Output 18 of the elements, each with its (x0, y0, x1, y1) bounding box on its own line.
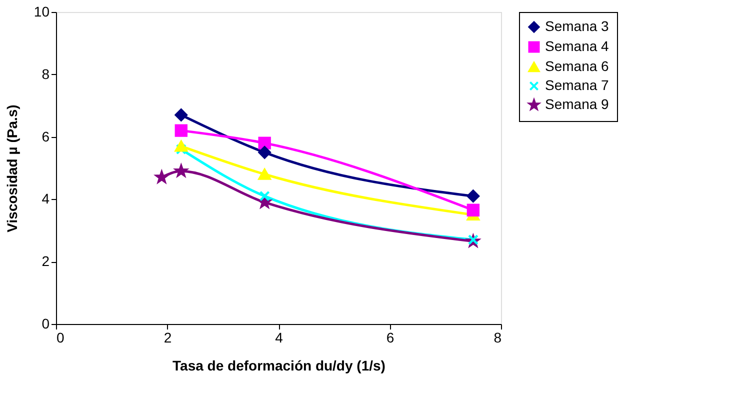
x-axis-title: Tasa de deformación du/dy (1/s) (172, 358, 386, 374)
legend-label: Semana 4 (545, 38, 610, 54)
x-tick-label: 4 (275, 330, 284, 346)
legend-label: Semana 7 (545, 77, 610, 93)
y-tick-label: 8 (42, 66, 50, 82)
x-tick-label: 8 (494, 330, 502, 346)
y-axis-title: Viscosidad µ (Pa.s) (4, 104, 20, 232)
legend-label: Semana 3 (545, 18, 610, 34)
y-tick-label: 4 (42, 190, 50, 207)
y-tick-label: 6 (42, 128, 50, 144)
y-tick-label: 10 (34, 4, 50, 20)
legend-label: Semana 6 (545, 58, 610, 74)
x-tick-label: 6 (386, 330, 394, 346)
legend-label: Semana 9 (545, 96, 610, 112)
y-tick-label: 0 (42, 316, 50, 332)
y-tick-label: 2 (42, 253, 50, 270)
x-tick-label: 0 (56, 330, 64, 346)
x-tick-label: 2 (164, 330, 172, 346)
